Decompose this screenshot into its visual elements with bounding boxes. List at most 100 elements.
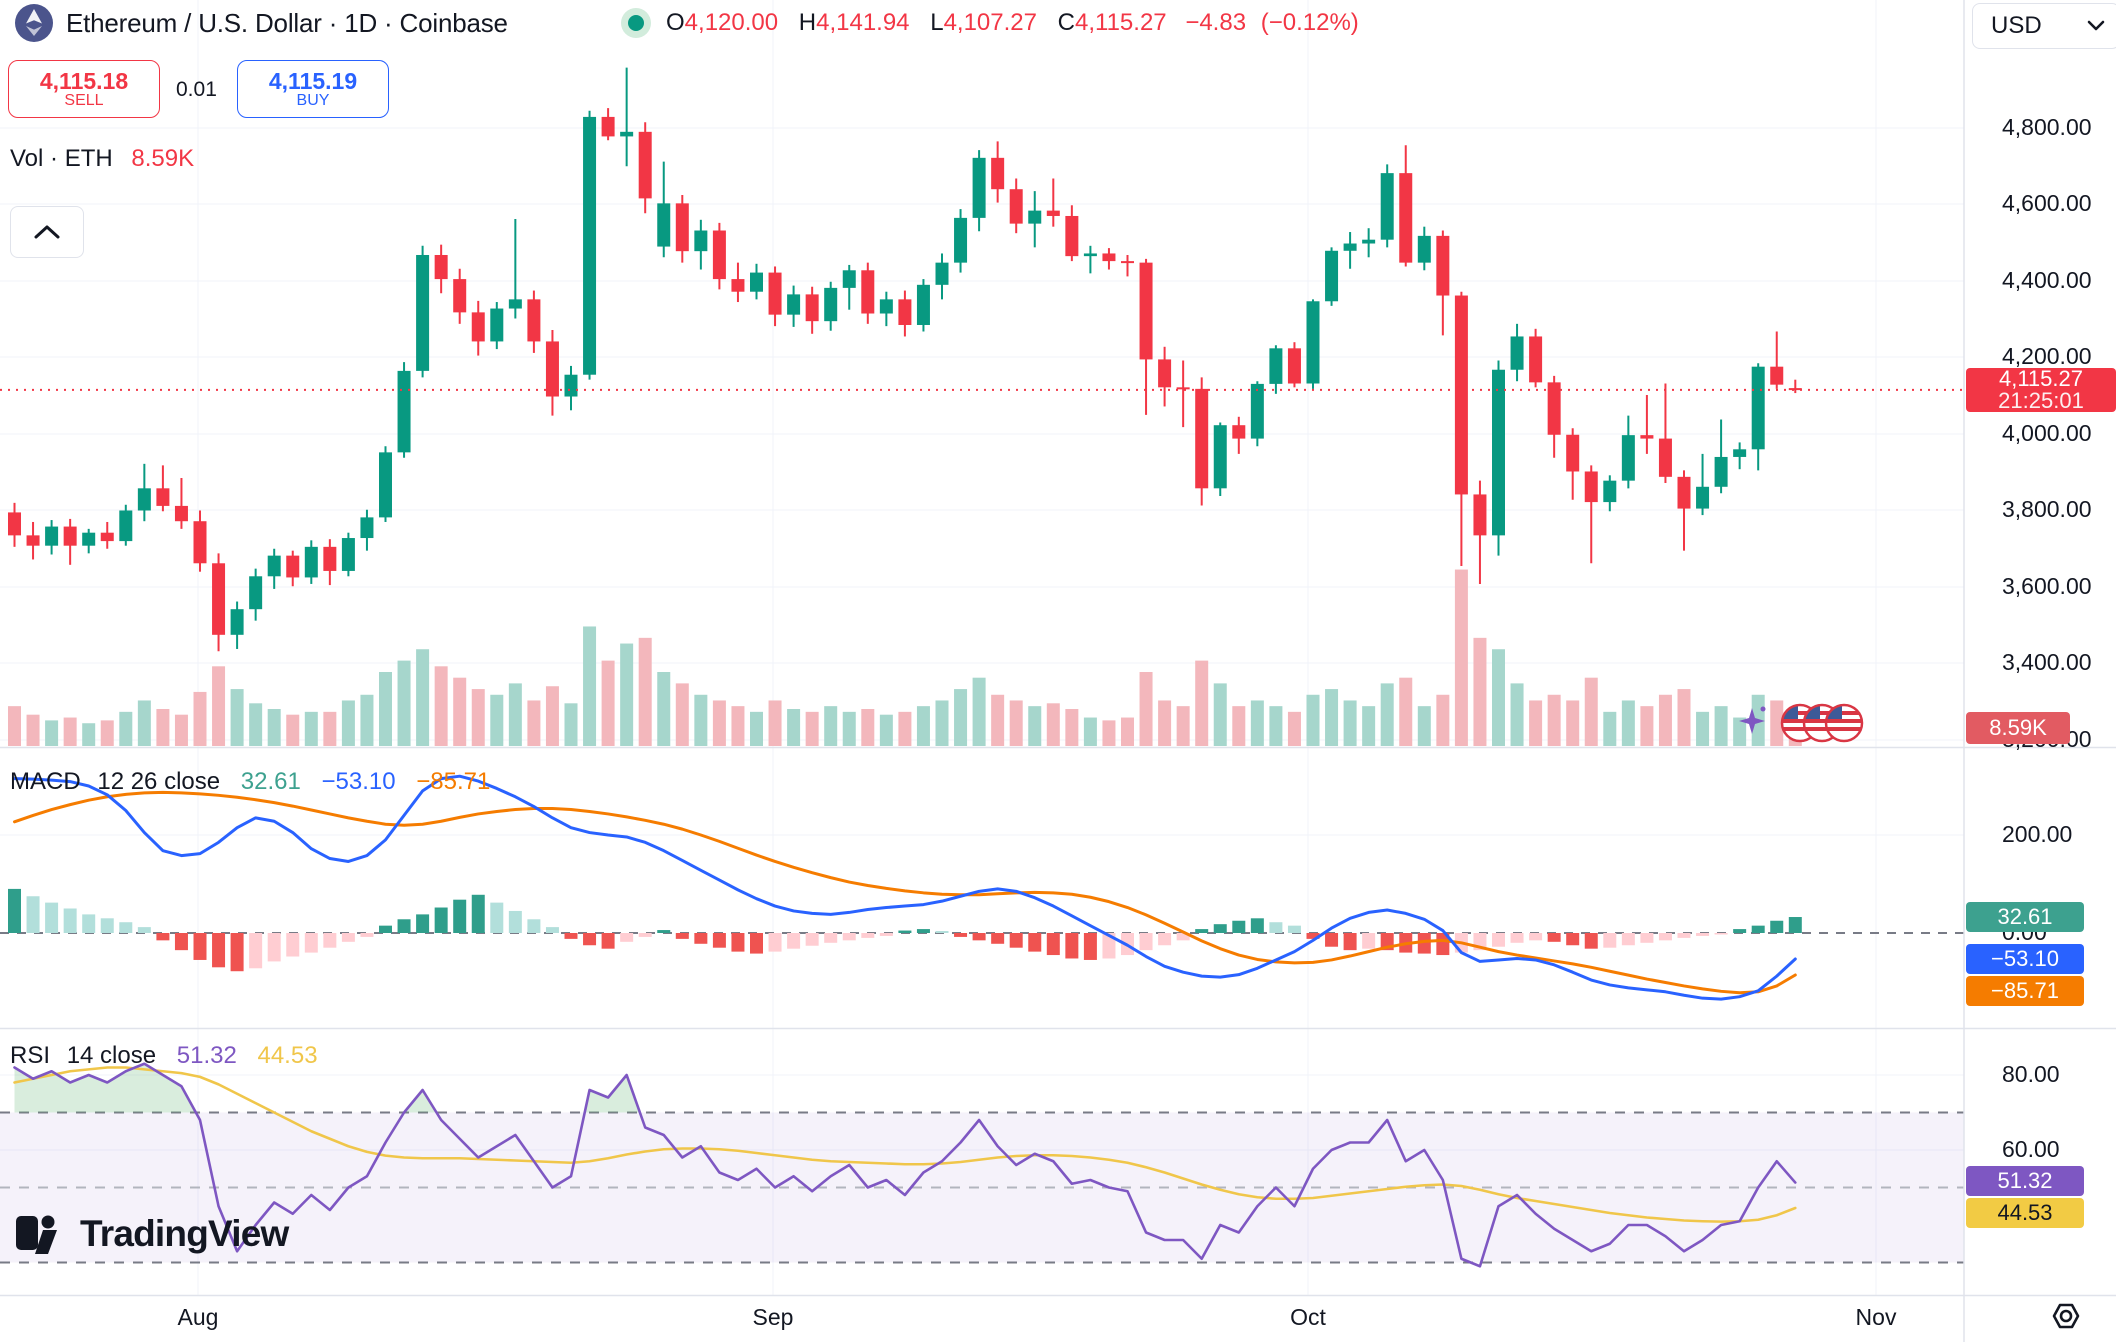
rsi-name: RSI (10, 1042, 51, 1069)
macd-histogram-bar (508, 910, 522, 933)
macd-histogram-bar (1232, 920, 1246, 933)
volume-bar (1677, 689, 1691, 746)
open-value: 4,120.00 (684, 9, 779, 36)
macd-histogram-bar (787, 933, 801, 949)
volume-bar (1250, 700, 1264, 746)
volume-bar (879, 714, 893, 746)
candle-body (898, 299, 912, 325)
time-axis-label-oct: Oct (1290, 1304, 1326, 1330)
volume-bar (1529, 700, 1543, 746)
macd-histogram-bar (879, 933, 893, 936)
candle-body (1139, 262, 1153, 360)
collapse-pane-button[interactable] (10, 206, 84, 258)
macd-histogram-bar (1566, 933, 1580, 946)
macd-histogram-bar (1083, 933, 1097, 960)
candle-body (1788, 388, 1802, 391)
volume-bar (842, 711, 856, 746)
candle-body (972, 157, 986, 218)
candle-body (26, 535, 40, 546)
market-status-icon[interactable] (620, 7, 652, 39)
candle-body (638, 131, 652, 199)
volume-bar (1473, 637, 1487, 746)
macd-histogram-bar (1287, 925, 1301, 933)
low-value: 4,107.27 (943, 9, 1037, 36)
volume-legend-label: Vol · ETH (10, 145, 113, 172)
candle-body (954, 217, 968, 263)
event-markers[interactable] (1738, 700, 1898, 746)
macd-histogram-bar (620, 933, 634, 942)
volume-bar (1640, 706, 1654, 746)
candle-body (657, 203, 671, 247)
settings-gear-icon[interactable] (2048, 1298, 2084, 1334)
macd-histogram-bar (1269, 922, 1283, 933)
volume-bar (972, 677, 986, 746)
rsi-legend[interactable]: RSI 14 close 51.32 44.53 (10, 1042, 318, 1070)
candle-body (1603, 480, 1617, 503)
candle-body (341, 538, 355, 571)
macd-histogram-bar (8, 888, 21, 933)
volume-bar (787, 709, 801, 746)
currency-selector[interactable]: USD (1972, 3, 2116, 49)
tradingview-logo[interactable]: TradingView (16, 1212, 289, 1256)
volume-bar (1696, 711, 1710, 746)
volume-bar (193, 691, 207, 746)
volume-bar (137, 700, 151, 746)
candle-body (137, 488, 151, 511)
candle-body (787, 294, 801, 315)
rsi-value-badge: 44.53 (1966, 1198, 2084, 1228)
candle-body (323, 546, 337, 571)
macd-histogram-bar (360, 933, 374, 937)
candle-body (1547, 382, 1561, 435)
candle-body (1640, 435, 1654, 439)
candle-body (1009, 189, 1023, 224)
macd-histogram-bar (63, 908, 77, 933)
volume-bar (1195, 660, 1209, 746)
candle-body (379, 452, 392, 518)
macd-histogram-bar (805, 933, 819, 946)
candle-body (694, 230, 708, 252)
buy-price: 4,115.19 (268, 67, 358, 94)
macd-histogram-bar (156, 933, 170, 941)
price-axis-label: 4,200.00 (2002, 343, 2092, 369)
volume-bar (1269, 706, 1283, 746)
macd-axis-label: 200.00 (2002, 821, 2073, 847)
macd-legend[interactable]: MACD 12 26 close 32.61 −53.10 −85.71 (10, 768, 490, 796)
high-label: H (798, 9, 817, 36)
volume-bar (1121, 717, 1134, 746)
candle-body (768, 272, 782, 315)
candle-body (156, 488, 170, 506)
volume-bar (1603, 711, 1617, 746)
candle-body (1733, 449, 1747, 457)
volume-bar (249, 703, 263, 746)
volume-bar (1436, 694, 1450, 746)
volume-bar (1102, 720, 1116, 746)
candle-body (1436, 235, 1450, 296)
symbol-title[interactable]: Ethereum / U.S. Dollar · 1D · Coinbase (66, 8, 508, 38)
candle-body (1492, 369, 1505, 536)
volume-bar (564, 703, 578, 746)
sell-button[interactable]: 4,115.18 SELL (8, 60, 160, 118)
macd-histogram-bar (1584, 933, 1598, 949)
volume-bar (1399, 677, 1413, 746)
macd-histogram-bar (323, 933, 337, 948)
volume-bar (991, 694, 1005, 746)
volume-bar (583, 626, 597, 746)
open-label: O (666, 9, 685, 36)
volume-legend[interactable]: Vol · ETH 8.59K (10, 145, 194, 173)
candle-body (1529, 336, 1543, 383)
volume-bar (675, 683, 689, 746)
candle-body (861, 270, 875, 314)
candle-body (750, 272, 763, 292)
macd-histogram-bar (249, 933, 263, 969)
candle-body (1454, 295, 1468, 495)
buy-button[interactable]: 4,115.19 BUY (237, 60, 389, 118)
volume-bar (100, 720, 114, 746)
candle-body (508, 299, 522, 309)
macd-histogram-bar (991, 933, 1005, 944)
macd-histogram-bar (212, 933, 226, 968)
macd-histogram-bar (1658, 933, 1672, 941)
macd-histogram-bar (694, 933, 708, 944)
candle-body (1176, 387, 1190, 390)
